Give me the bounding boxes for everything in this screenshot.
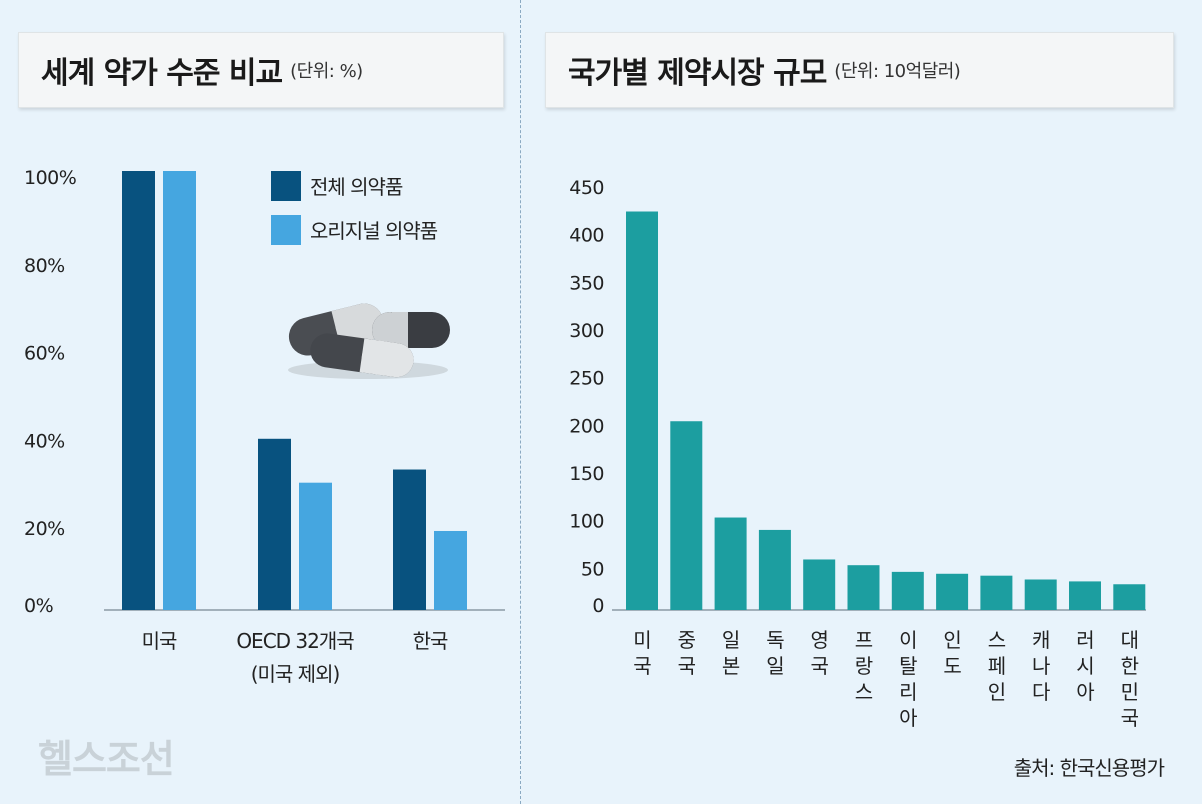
x-category-label-char: 러 [1076, 628, 1093, 652]
y-tick-label: 100 [569, 511, 604, 533]
x-category-label-char: 민 [1121, 680, 1138, 704]
y-tick-label: 80% [24, 255, 65, 277]
bar-original-0 [163, 171, 196, 610]
bar-original-2 [434, 530, 467, 610]
bar-total-1 [258, 438, 291, 610]
y-tick-label: 400 [569, 225, 604, 247]
x-category-label-char: 페 [988, 654, 1005, 678]
x-category-label-char: 인 [988, 680, 1005, 704]
x-category-label-char: 미 [633, 628, 650, 652]
legend-label: 오리지널 의약품 [310, 219, 438, 243]
x-category-label-char: 중 [678, 628, 696, 652]
x-category-label-char: 일 [766, 654, 783, 678]
x-category-label-char: 랑 [855, 654, 873, 678]
x-category-label: 한국 [413, 629, 448, 653]
x-category-label-char: 도 [943, 654, 961, 678]
y-tick-label: 0 [592, 595, 604, 617]
x-category-label-char: 국 [1121, 706, 1139, 730]
source-note: 출처: 한국신용평가 [1013, 756, 1165, 780]
x-category-label-char: 스 [988, 628, 1006, 652]
x-category-label-char: 리 [899, 680, 916, 704]
x-category-label-char: 영 [810, 628, 827, 652]
x-category-label: OECD 32개국 [236, 629, 354, 653]
market-bar-10 [1069, 581, 1101, 610]
x-category-label-char: 한 [1121, 654, 1139, 678]
legend-label: 전체 의약품 [310, 175, 403, 199]
x-category-label: 미국 [142, 629, 177, 653]
x-category-label-char: 국 [633, 654, 651, 678]
right-chart-title: 국가별 제약시장 규모 [568, 56, 827, 91]
panel-divider [520, 0, 521, 804]
y-tick-label: 0% [24, 595, 53, 617]
market-bar-1 [670, 421, 703, 610]
y-tick-label: 100% [24, 167, 76, 189]
legend-swatch [271, 171, 301, 201]
y-tick-label: 60% [24, 343, 65, 365]
y-tick-label: 200 [569, 415, 604, 437]
x-category-label-char: 인 [943, 628, 960, 652]
left-chart-title: 세계 약가 수준 비교 [41, 56, 283, 91]
watermark-logo: 헬스조선 [38, 737, 175, 781]
x-category-label-char: 탈 [899, 654, 917, 678]
market-bar-7 [936, 573, 969, 610]
x-category-label-char: 나 [1032, 654, 1050, 678]
y-tick-label: 50 [581, 558, 604, 580]
x-category-label-char: 국 [810, 654, 828, 678]
x-category-label: (미국 제외) [251, 662, 340, 686]
x-category-label-char: 독 [766, 628, 784, 652]
market-bar-9 [1024, 579, 1057, 610]
x-category-label-char: 국 [678, 654, 696, 678]
market-bar-2 [714, 517, 747, 610]
y-tick-label: 300 [569, 320, 604, 342]
drug-price-chart: 0% 20% 40% 60% 80% 100% 미국 OECD 32개국 (미국 제외) 한국 전체… [24, 167, 505, 686]
market-bar-3 [758, 529, 791, 610]
bar-total-2 [393, 469, 426, 610]
market-bar-4 [803, 559, 836, 610]
x-category-label-char: 스 [855, 680, 873, 704]
x-category-label-char: 대 [1121, 628, 1138, 652]
x-category-label-char: 시 [1076, 654, 1093, 678]
y-tick-label: 20% [24, 518, 65, 540]
x-category-label-char: 다 [1032, 680, 1050, 704]
y-tick-label: 40% [24, 430, 65, 452]
left-chart-unit: (단위: %) [290, 61, 363, 82]
market-bar-6 [891, 571, 924, 610]
x-category-label-char: 아 [1076, 680, 1094, 704]
market-bar-8 [980, 575, 1013, 610]
y-tick-label: 450 [569, 177, 604, 199]
x-category-label-char: 이 [899, 628, 916, 652]
right-title-box: 국가별 제약시장 규모 (단위: 10억달러) [545, 32, 1174, 108]
x-category-label-char: 프 [855, 628, 873, 652]
market-bar-0 [626, 211, 658, 611]
right-chart-unit: (단위: 10억달러) [834, 61, 961, 82]
x-category-label-char: 캐 [1032, 628, 1049, 652]
legend-swatch [271, 215, 301, 245]
market-bar-5 [847, 565, 880, 610]
bar-total-0 [122, 171, 155, 610]
y-tick-label: 350 [569, 272, 604, 294]
x-category-label-char: 본 [722, 654, 740, 678]
left-title-box: 세계 약가 수준 비교 (단위: %) [18, 32, 504, 108]
y-tick-label: 250 [569, 368, 604, 390]
x-category-label-char: 일 [722, 628, 739, 652]
market-bar-11 [1113, 584, 1146, 610]
pills-illustration [288, 303, 450, 379]
bar-original-1 [299, 482, 332, 610]
y-tick-label: 150 [569, 463, 604, 485]
x-category-label-char: 아 [899, 706, 917, 730]
